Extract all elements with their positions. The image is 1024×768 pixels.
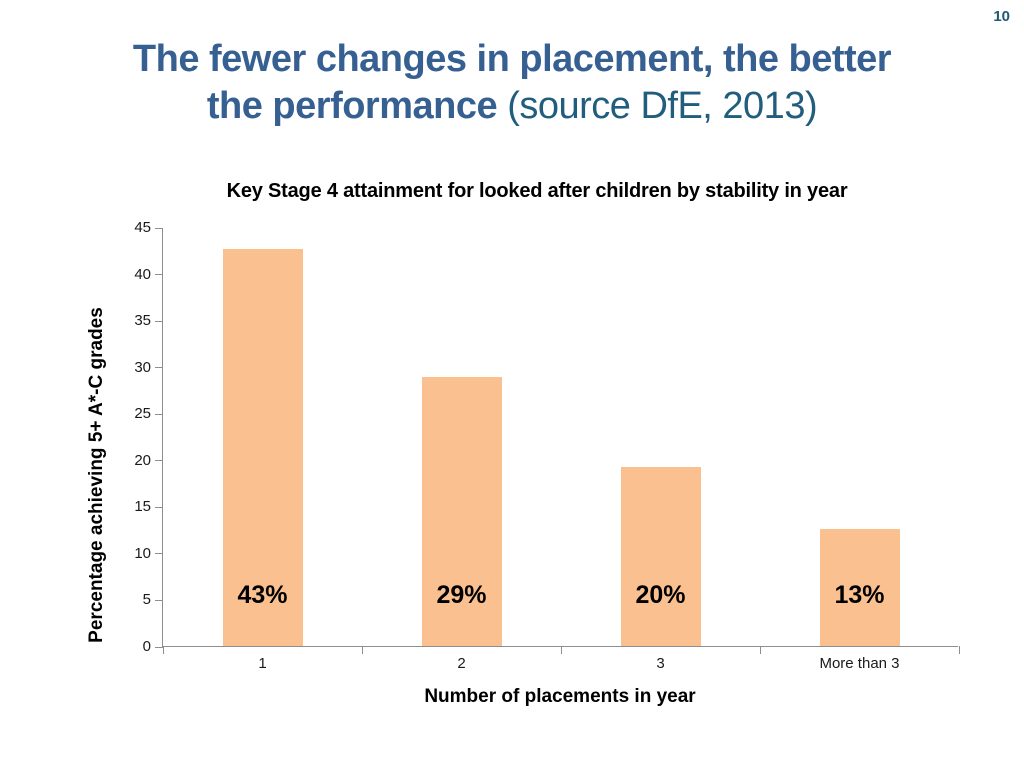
bar-3: 20% (620, 467, 701, 646)
y-axis-tick (155, 413, 163, 415)
y-axis-tick (155, 274, 163, 276)
y-axis-tick-label: 15 (134, 498, 151, 516)
y-axis-tick-label: 5 (142, 591, 151, 609)
x-axis-tick (759, 646, 761, 654)
y-axis-tick (155, 367, 163, 369)
y-axis-tick-label: 35 (134, 312, 151, 330)
bar-data-label: 20% (635, 581, 686, 609)
y-axis-tick-label: 0 (142, 638, 151, 655)
page-number: 10 (993, 8, 1010, 25)
y-axis-tick-label: 25 (134, 405, 151, 423)
x-axis-tick (162, 646, 164, 654)
y-axis-tick-label: 40 (134, 265, 151, 283)
y-axis-tick (155, 506, 163, 508)
y-axis-tick (155, 599, 163, 601)
y-axis-title-text: Percentage achieving 5+ A*-C grades (86, 307, 107, 643)
x-axis-tick (560, 646, 562, 654)
bar-2: 29% (421, 376, 502, 646)
y-axis-tick-label: 10 (134, 544, 151, 562)
y-axis-tick (155, 227, 163, 229)
y-axis-tick-label: 30 (134, 358, 151, 376)
y-axis-tick (155, 320, 163, 322)
x-category-label: 3 (656, 655, 665, 672)
x-axis-title: Number of placements in year (424, 686, 696, 707)
y-axis-tick (155, 460, 163, 462)
plot-area: 0 5 10 15 20 25 30 35 40 45 43% 1 29% 2 20% 3 13% More th… (134, 219, 960, 672)
y-axis-tick (155, 646, 163, 648)
y-axis-tick-label: 20 (134, 451, 151, 469)
y-axis-tick (155, 553, 163, 555)
y-axis-tick-label: 45 (134, 219, 151, 236)
x-category-label: 1 (258, 655, 267, 672)
bar-data-label: 43% (237, 581, 288, 609)
slide-title-line2: the performance (206, 85, 508, 127)
bar-data-label: 29% (436, 581, 487, 609)
bar-More than 3: 13% (819, 528, 900, 646)
slide-title-source: (source DfE, 2013) (507, 85, 818, 127)
x-category-label: More than 3 (819, 655, 900, 672)
x-axis-tick (361, 646, 363, 654)
chart-title: Key Stage 4 attainment for looked after … (226, 180, 848, 202)
bar-data-label: 13% (834, 581, 885, 609)
slide-title: The fewer changes in placement, the bett… (0, 36, 1024, 130)
x-axis-tick (958, 646, 960, 654)
bar-1: 43% (222, 249, 303, 646)
x-category-label: 2 (457, 655, 466, 672)
slide-title-line1: The fewer changes in placement, the bett… (132, 38, 892, 80)
